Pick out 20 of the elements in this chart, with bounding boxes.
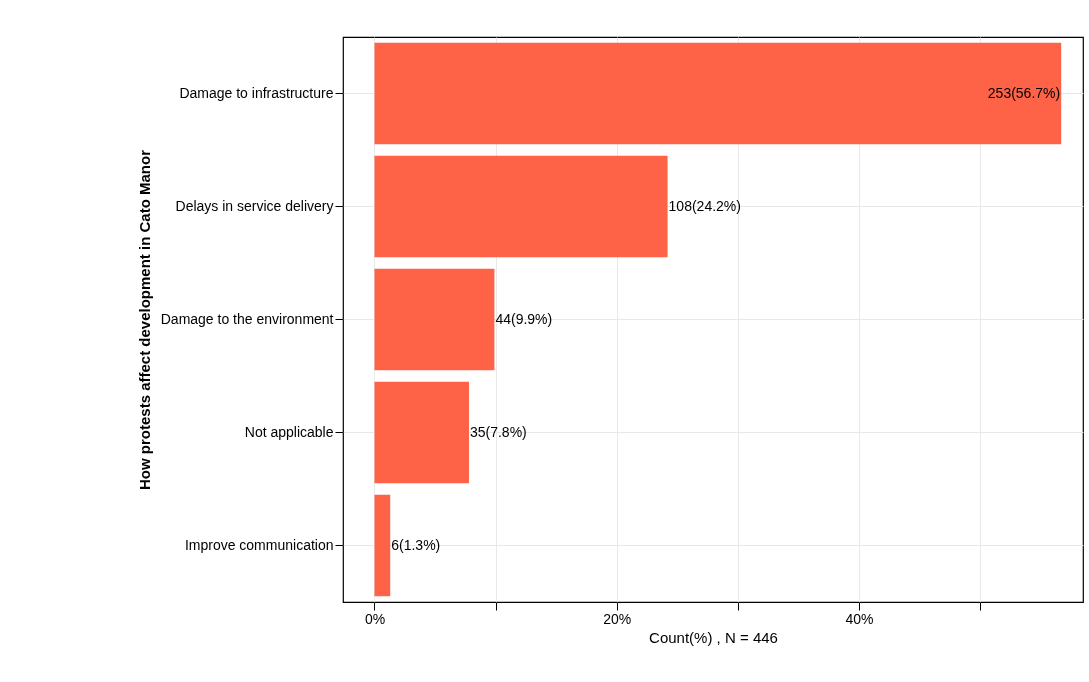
data-label: 108(24.2%) [668,197,741,214]
y-tick-label: Not applicable [244,423,334,440]
data-label: 35(7.8%) [469,423,527,440]
y-axis-title: How protests affect development in Cato Manor [135,149,153,491]
x-axis-title: Count(%) , N = 446 [649,628,778,646]
x-tick-label: 0% [364,610,386,627]
x-tick-label: 20% [603,610,632,627]
data-label: 253(56.7%) [987,84,1061,101]
bar [374,268,495,371]
y-tick-label: Improve communication [184,536,334,553]
bar [374,42,1062,145]
x-tick-label: 40% [845,610,874,627]
bar [374,381,469,484]
bar [374,155,668,258]
bar [374,494,391,597]
data-label: 44(9.9%) [495,310,553,327]
y-tick-label: Delays in service delivery [175,197,334,214]
y-tick-label: Damage to the environment [160,310,334,327]
data-label: 6(1.3%) [391,536,441,553]
y-tick-label: Damage to infrastructure [179,84,334,101]
